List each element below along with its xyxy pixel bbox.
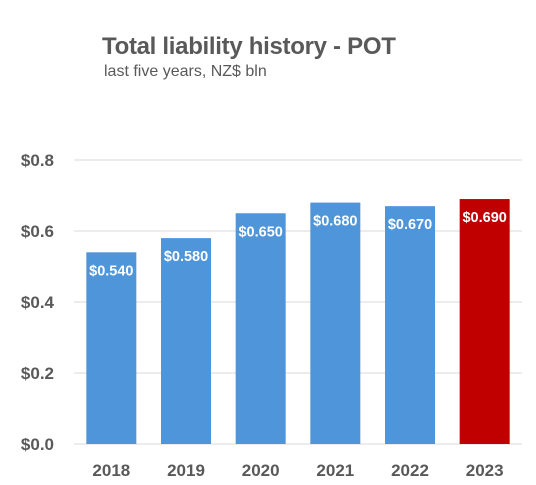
data-labels: $0.540 $0.580 $0.650 $0.680 $0.670 $0.690 [89, 210, 507, 279]
bar-2022 [385, 206, 435, 444]
x-axis-tick-labels: 2018 2019 2020 2021 2022 2023 [92, 461, 503, 480]
x-tick-label: 2021 [316, 461, 354, 480]
bar-2021 [310, 202, 361, 444]
gridlines [74, 159, 522, 445]
data-label: $0.690 [462, 210, 506, 226]
chart-subtitle: last five years, NZ$ bln [104, 63, 267, 80]
y-tick-label: $0.4 [21, 293, 55, 312]
x-tick-label: 2022 [391, 461, 429, 480]
bar-2023 [459, 199, 510, 444]
data-label: $0.540 [89, 263, 133, 279]
chart-title: Total liability history - POT [102, 33, 396, 60]
bars [86, 199, 510, 444]
y-tick-label: $0.2 [21, 364, 54, 383]
bar-2018 [86, 252, 137, 444]
y-tick-label: $0.6 [21, 222, 54, 241]
x-tick-label: 2020 [242, 461, 280, 480]
bar-2020 [235, 213, 286, 444]
data-label: $0.650 [238, 224, 282, 240]
data-label: $0.670 [388, 217, 432, 233]
y-tick-label: $0.8 [21, 151, 54, 170]
y-tick-label: $0.0 [21, 435, 54, 454]
bar-2019 [161, 238, 211, 444]
x-tick-label: 2018 [92, 461, 130, 480]
x-tick-label: 2023 [466, 461, 504, 480]
x-tick-label: 2019 [167, 461, 205, 480]
y-axis-tick-labels: $0.0 $0.2 $0.4 $0.6 $0.8 [21, 151, 55, 454]
data-label: $0.680 [313, 214, 357, 230]
data-label: $0.580 [164, 249, 208, 265]
